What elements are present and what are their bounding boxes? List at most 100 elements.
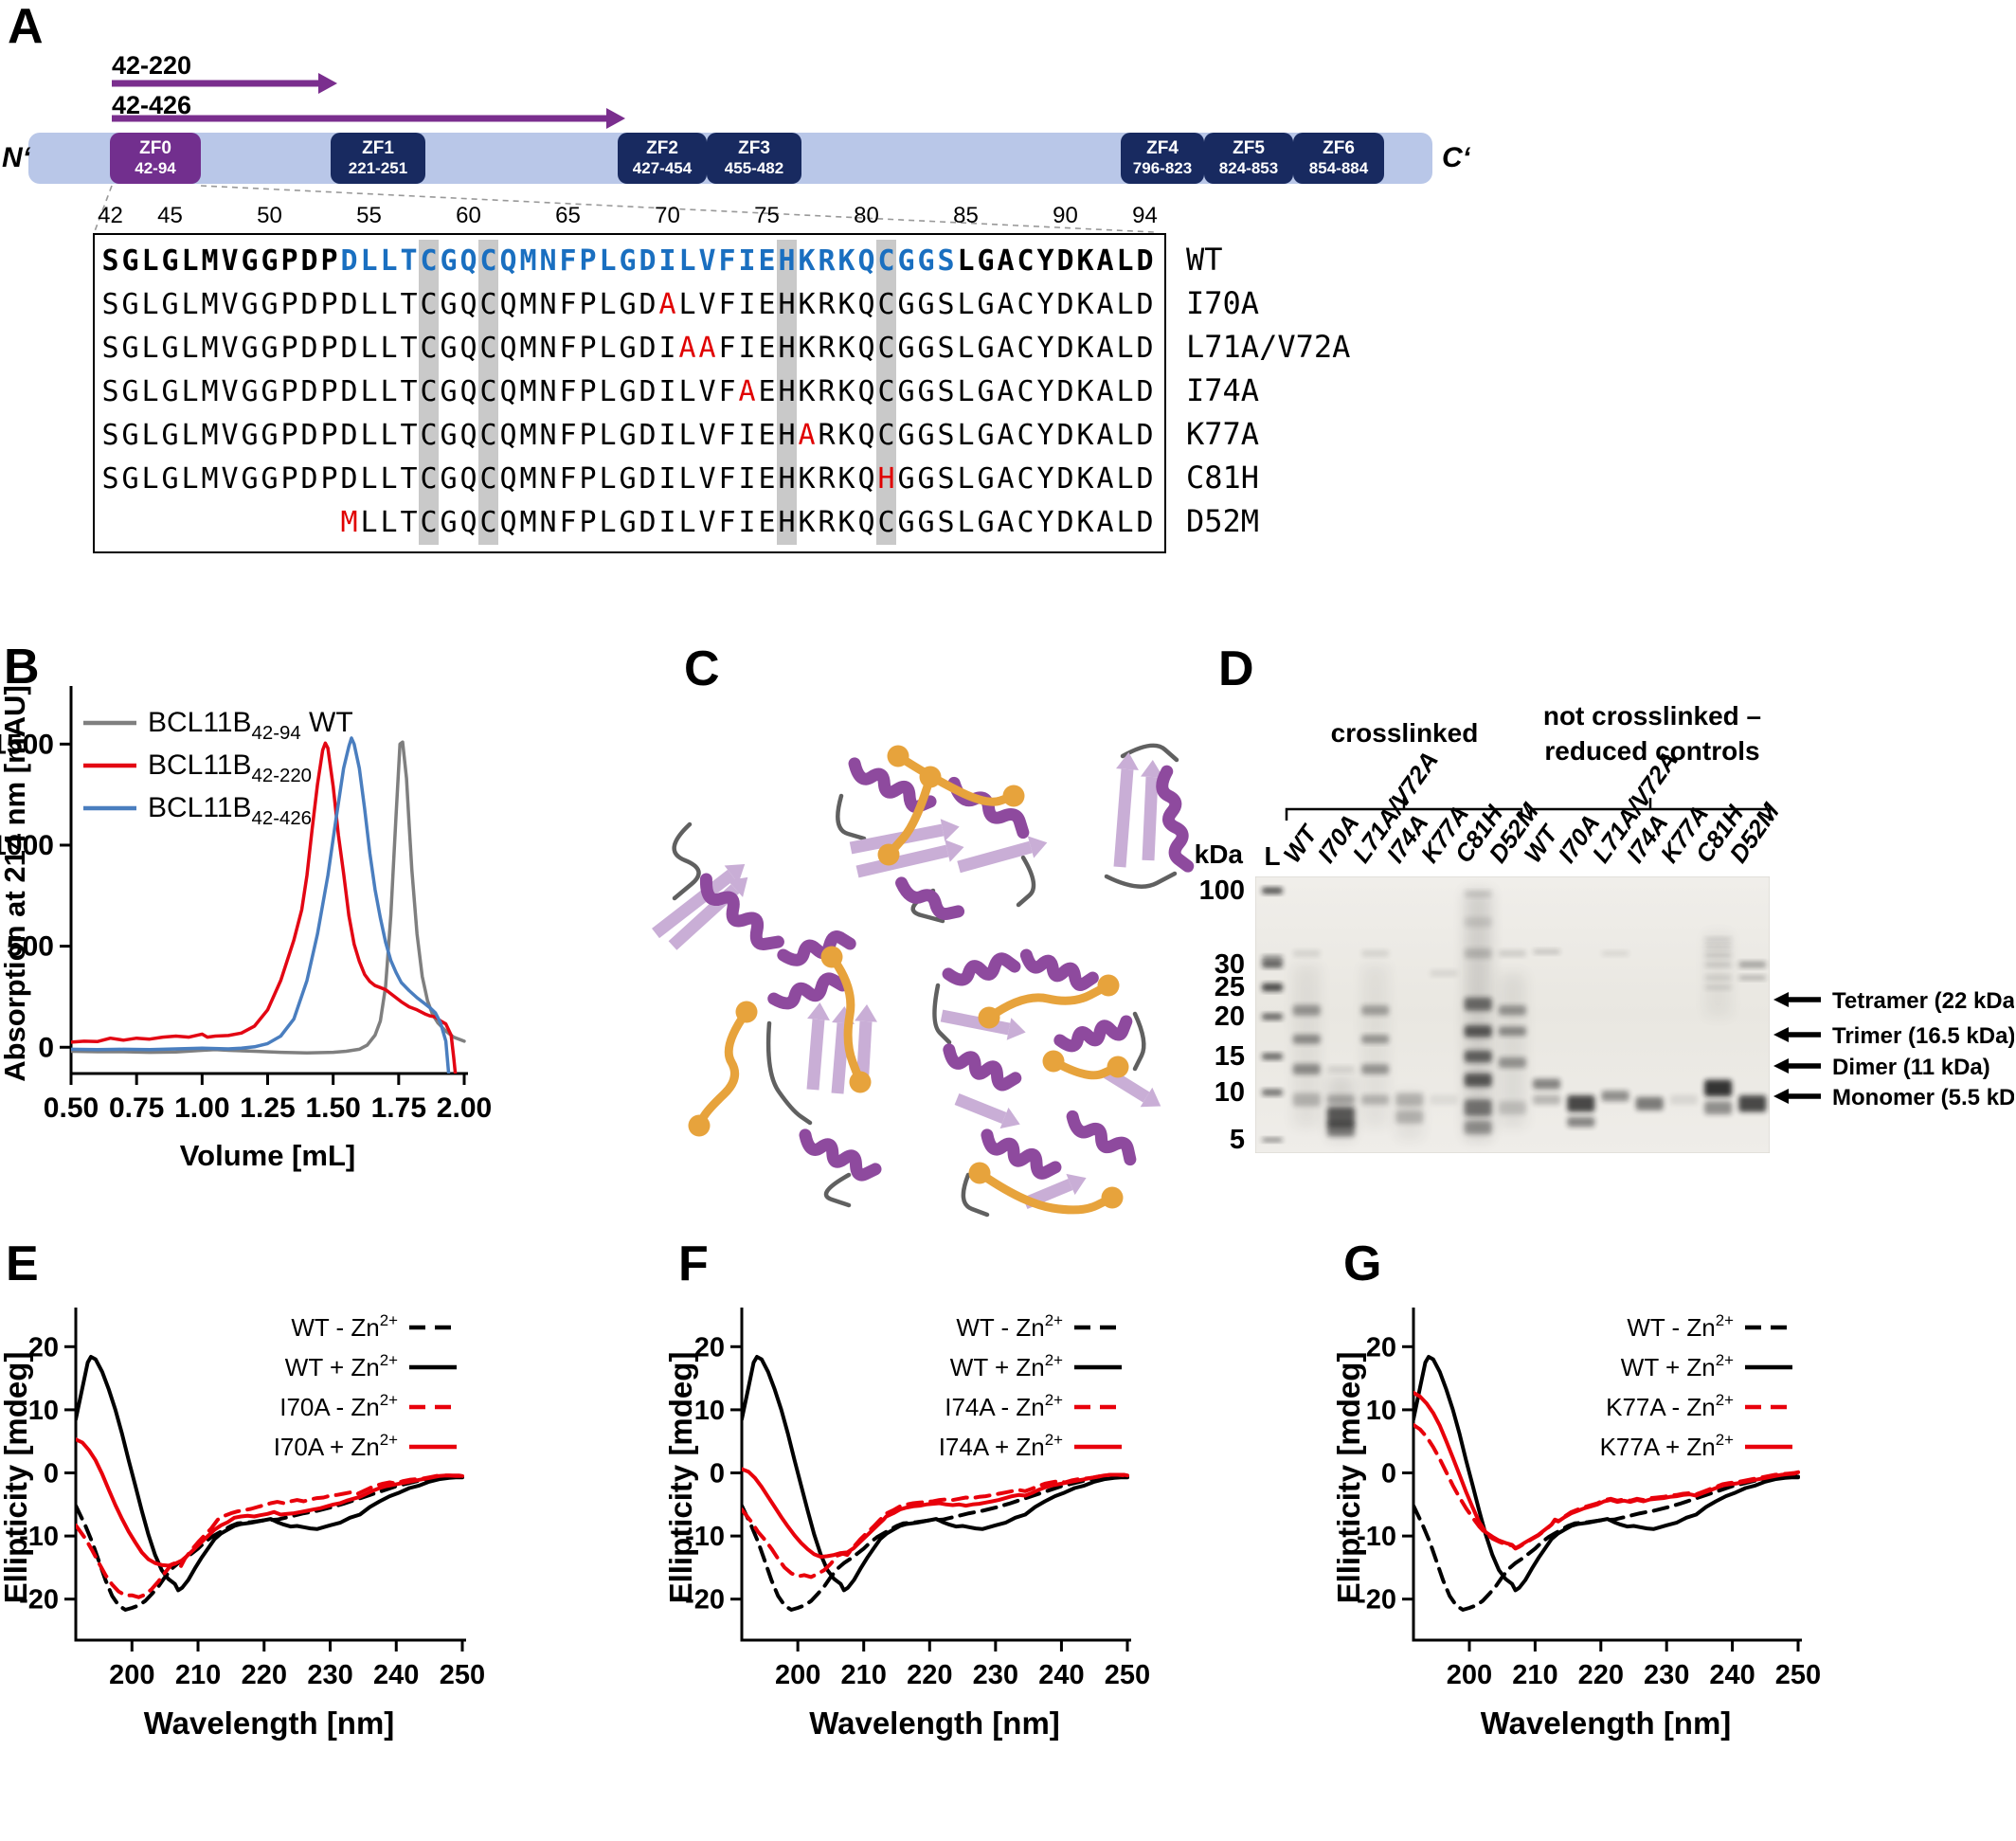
beta-strand <box>1142 776 1159 861</box>
crosslinker-bead <box>820 946 843 968</box>
beta-strand-arrowhead <box>999 1107 1020 1129</box>
left-arrow-head-icon <box>1773 1058 1789 1074</box>
seq-cell: I <box>658 462 676 496</box>
gel-band <box>1464 1099 1492 1116</box>
cd-spectrum-chart-k77a: 200 210 220 230 240 250 -20 -10 0 10 20 Wavelength … <box>1331 1216 2016 1841</box>
seq-cell: Q <box>459 375 477 408</box>
seq-cell: C <box>419 240 439 283</box>
seq-cell: D <box>1136 506 1154 539</box>
seq-cell: G <box>977 244 995 278</box>
seq-cell: L <box>1116 419 1134 452</box>
seq-cell: H <box>777 458 797 501</box>
chart-cd_f: 200 210 220 230 240 250 -20 -10 0 10 20 Wavelength … <box>663 1308 1150 1741</box>
gel-band <box>1361 1035 1390 1044</box>
seq-cell: E <box>758 288 776 321</box>
gel-band <box>1738 1094 1767 1112</box>
seq-cell: I <box>658 506 676 539</box>
seq-cell: K <box>798 332 816 365</box>
seq-cell: K <box>837 244 855 278</box>
series-wt-zn2- <box>1413 1355 1800 1593</box>
seq-cell: V <box>221 332 239 365</box>
y-tick-label: -10 <box>19 1522 59 1552</box>
bracket-controls <box>1529 798 1772 821</box>
seq-cell: Q <box>459 462 477 496</box>
seq-cell: G <box>440 375 458 408</box>
seq-cell: C <box>1017 288 1035 321</box>
structure-crosslinked-dimer-4 <box>765 930 882 1208</box>
ruler-number: 55 <box>356 203 382 228</box>
gel-group-header-controls-line1: not crosslinked – <box>1542 701 1762 731</box>
legend-entry: WT + Zn2+ <box>285 1351 457 1381</box>
series-bcl11b-42-426 <box>71 736 451 1074</box>
y-tick-label: 10 <box>694 1396 725 1426</box>
seq-cell: L <box>599 375 617 408</box>
seq-cell: R <box>818 375 836 408</box>
gel-band <box>1395 1092 1424 1107</box>
gel-band <box>1498 949 1526 957</box>
seq-cell: I <box>738 506 756 539</box>
seq-cell: G <box>121 288 139 321</box>
mutant-label: C81H <box>1186 460 1260 496</box>
ruler-number: 45 <box>157 203 183 228</box>
seq-cell: T <box>400 506 418 539</box>
seq-cell: Y <box>1036 288 1054 321</box>
seq-cell: K <box>837 332 855 365</box>
x-tick-label: 220 <box>907 1660 952 1690</box>
seq-cell: M <box>519 332 537 365</box>
crosslinker-bead <box>688 1114 711 1137</box>
seq-cell: M <box>519 288 537 321</box>
kda-unit-label: kDa <box>1194 839 1243 869</box>
seq-cell: D <box>639 375 657 408</box>
seq-cell: F <box>559 332 577 365</box>
alignment-ruler: 42 45 50 55 60 65 70 75 80 85 90 94 <box>98 203 1161 229</box>
construct-arrow-label-42-220: 42-220 <box>112 51 192 80</box>
seq-cell: G <box>261 244 279 278</box>
seq-cell: G <box>121 332 139 365</box>
gel-band <box>1262 961 1283 968</box>
construct-arrow-42-426 <box>112 108 625 129</box>
seq-cell: D <box>1056 244 1074 278</box>
seq-cell: D <box>300 288 318 321</box>
gel-band <box>1704 1101 1733 1115</box>
legend-label: I74A + Zn2+ <box>939 1431 1063 1461</box>
species-arrow: Dimer (11 kDa) <box>1773 1055 1990 1080</box>
alignment-row-i70a: SGLGLMVGGPDPDLLTCGQCQMNFPLGDALVFIEHKRKQC… <box>100 283 1164 327</box>
seq-cell: N <box>539 462 557 496</box>
seq-cell: N <box>539 332 557 365</box>
helix-ribbon <box>767 972 849 1010</box>
seq-cell: F <box>559 375 577 408</box>
species-arrow-label: Dimer (11 kDa) <box>1832 1055 1990 1080</box>
seq-cell: G <box>261 332 279 365</box>
seq-cell: G <box>261 462 279 496</box>
helix-ribbon <box>799 1128 882 1182</box>
seq-cell: L <box>360 419 378 452</box>
y-tick-label: 20 <box>1366 1332 1396 1363</box>
seq-cell: P <box>320 375 338 408</box>
seq-cell: D <box>1056 288 1074 321</box>
seq-cell: L <box>181 332 199 365</box>
seq-cell: N <box>539 506 557 539</box>
gel-group-header-controls: not crosslinked – reduced controls <box>1524 698 1780 768</box>
gel-band <box>1292 949 1321 957</box>
gel-band <box>1262 1137 1283 1143</box>
domain-range: 854-884 <box>1308 159 1369 178</box>
ladder-kda-value: 5 <box>1229 1125 1245 1155</box>
gel-band <box>1498 1004 1526 1016</box>
legend-entry: I70A + Zn2+ <box>274 1431 457 1461</box>
seq-cell: V <box>698 506 716 539</box>
y-tick-label: 0 <box>710 1459 725 1489</box>
seq-cell: G <box>121 462 139 496</box>
seq-cell: C <box>478 370 498 414</box>
legend-label: WT - Zn2+ <box>291 1311 398 1342</box>
seq-cell: L <box>1116 375 1134 408</box>
seq-cell: F <box>718 244 736 278</box>
seq-cell: L <box>360 332 378 365</box>
seq-cell: G <box>897 288 915 321</box>
crosslinker-bead <box>978 1006 1000 1029</box>
seq-cell: L <box>360 375 378 408</box>
seq-cell: L <box>957 288 975 321</box>
gel-band <box>1292 1092 1321 1107</box>
seq-cell: H <box>777 414 797 458</box>
seq-cell: C <box>876 327 896 370</box>
axes <box>74 1308 466 1642</box>
